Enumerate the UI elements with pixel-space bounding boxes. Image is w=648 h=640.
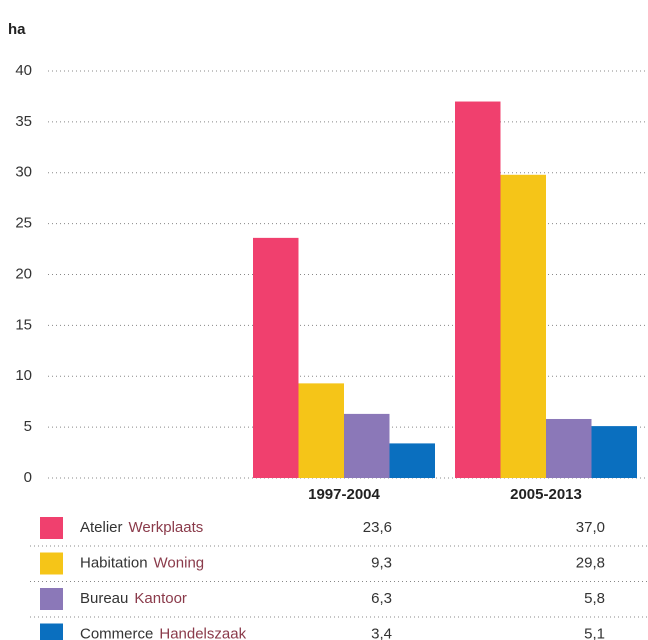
legend-label: Atelier Werkplaats bbox=[80, 519, 203, 536]
bar bbox=[591, 426, 637, 478]
value-label: 3,4 bbox=[371, 625, 392, 640]
legend-name-alt: Werkplaats bbox=[129, 519, 204, 536]
legend-swatch bbox=[40, 588, 63, 610]
value-label: 37,0 bbox=[576, 519, 605, 536]
bar bbox=[298, 383, 344, 478]
legend-label: Habitation Woning bbox=[80, 554, 204, 571]
legend-name: Bureau bbox=[80, 590, 128, 607]
legend-name-alt: Woning bbox=[154, 554, 205, 571]
value-label: 5,1 bbox=[584, 625, 605, 640]
bar bbox=[253, 237, 299, 478]
y-tick-label: 30 bbox=[15, 164, 32, 181]
legend-label: Bureau Kantoor bbox=[80, 590, 187, 607]
x-tick-label: 1997-2004 bbox=[308, 486, 380, 503]
y-tick-label: 35 bbox=[15, 113, 32, 130]
value-label: 29,8 bbox=[576, 554, 605, 571]
legend-name: Atelier bbox=[80, 519, 123, 536]
legend-name: Habitation bbox=[80, 554, 148, 571]
y-tick-label: 25 bbox=[15, 215, 32, 232]
legend-name: Commerce bbox=[80, 625, 153, 640]
bar bbox=[389, 443, 435, 478]
legend-swatch bbox=[40, 623, 63, 640]
y-tick-label: 20 bbox=[15, 265, 32, 282]
y-tick-label: 10 bbox=[15, 367, 32, 384]
value-label: 9,3 bbox=[371, 554, 392, 571]
bar bbox=[455, 101, 501, 479]
value-label: 6,3 bbox=[371, 590, 392, 607]
bar bbox=[500, 174, 546, 478]
legend-label: Commerce Handelszaak bbox=[80, 625, 247, 640]
y-tick-label: 15 bbox=[15, 316, 32, 333]
bar bbox=[344, 413, 390, 478]
legend-swatch bbox=[40, 517, 63, 539]
legend-name-alt: Handelszaak bbox=[159, 625, 246, 640]
value-label: 23,6 bbox=[363, 519, 392, 536]
bar bbox=[546, 418, 592, 478]
y-axis-label: ha bbox=[8, 21, 26, 38]
y-tick-label: 0 bbox=[24, 469, 32, 486]
x-tick-label: 2005-2013 bbox=[510, 486, 582, 503]
y-tick-label: 5 bbox=[24, 418, 32, 435]
legend-name-alt: Kantoor bbox=[134, 590, 187, 607]
legend-swatch bbox=[40, 552, 63, 575]
y-tick-label: 40 bbox=[15, 62, 32, 79]
value-label: 5,8 bbox=[584, 590, 605, 607]
